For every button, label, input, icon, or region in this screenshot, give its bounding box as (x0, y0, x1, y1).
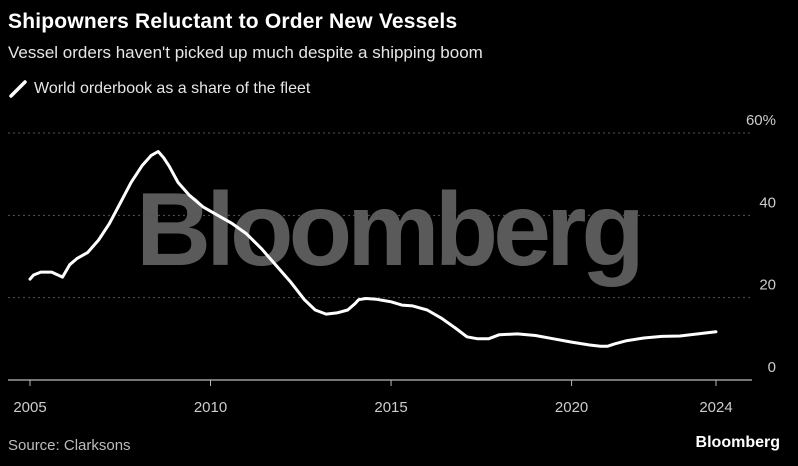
legend-label: World orderbook as a share of the fleet (34, 80, 311, 97)
x-axis: 2005 2010 2015 2020 2024 (13, 380, 733, 416)
grid-lines (8, 132, 752, 381)
chart-subtitle: Vessel orders haven't picked up much des… (8, 43, 483, 62)
y-tick-label: 0 (768, 359, 776, 376)
series-layer (28, 150, 718, 348)
x-tick-label: 2005 (13, 399, 46, 416)
chart-title: Shipowners Reluctant to Order New Vessel… (8, 10, 458, 33)
x-tick-label: 2015 (374, 399, 407, 416)
legend: World orderbook as a share of the fleet (8, 79, 310, 99)
source-note: Source: Clarksons (8, 437, 131, 454)
y-axis: 0 20 40 60% (746, 112, 776, 376)
x-tick-label: 2020 (555, 399, 588, 416)
y-tick-label: 60% (746, 112, 776, 129)
x-tick-label: 2024 (699, 399, 732, 416)
series-line-orderbook-share (28, 150, 718, 348)
bloomberg-logo: Bloomberg (695, 434, 780, 451)
y-tick-label: 40 (759, 194, 776, 211)
y-tick-label: 20 (759, 277, 776, 294)
legend-line-icon (9, 80, 27, 98)
x-tick-label: 2010 (194, 399, 227, 416)
bloomberg-watermark: Bloomberg (136, 172, 640, 288)
